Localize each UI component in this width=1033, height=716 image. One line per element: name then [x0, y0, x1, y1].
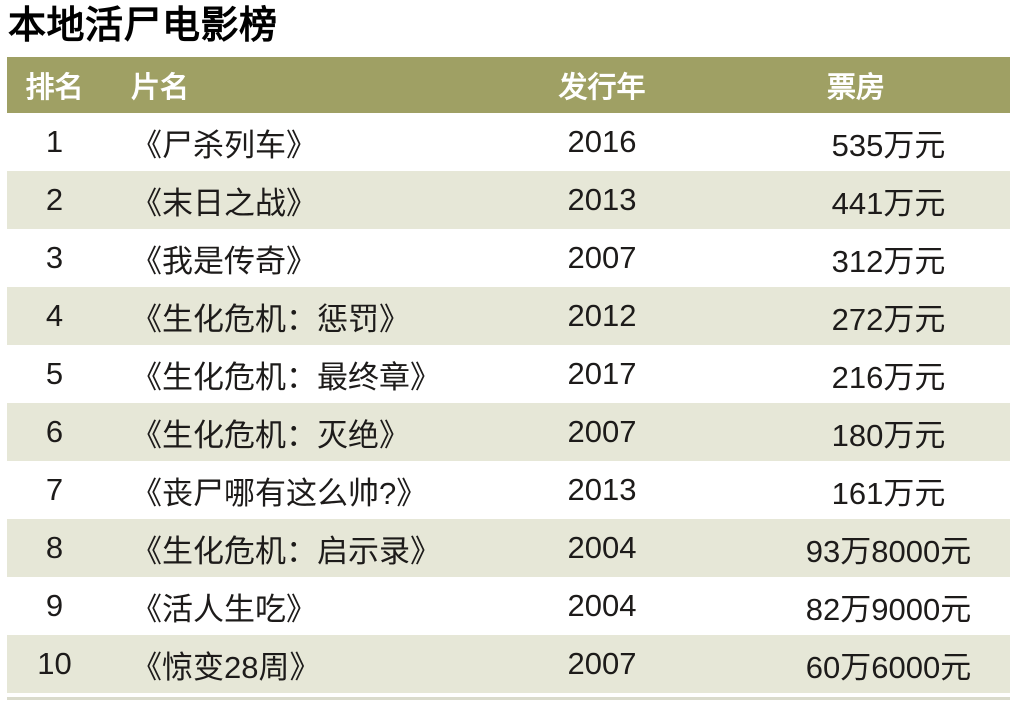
- cell-rank: 5: [45, 356, 64, 391]
- cell-title: 《生化危机：最终章》: [131, 359, 441, 395]
- cell-box_office: 216万元: [831, 359, 946, 395]
- table-row: 5 《生化危机：最终章》 2017 216万元: [7, 345, 1010, 403]
- cell-year: 2007: [567, 240, 637, 275]
- table-row: 6 《生化危机：灭绝》 2007 180万元: [7, 403, 1010, 461]
- cell-rank: 6: [45, 414, 64, 449]
- cell-rank: 8: [45, 530, 64, 565]
- table-row: 10 《惊变28周》 2007 60万6000元: [7, 635, 1010, 693]
- table-row: 8 《生化危机：启示录》 2004 93万8000元: [7, 519, 1010, 577]
- cell-year: 2013: [567, 182, 637, 217]
- cell-title: 《末日之战》: [131, 185, 317, 221]
- cell-rank: 3: [45, 240, 64, 275]
- cell-year: 2013: [567, 472, 637, 507]
- cell-rank: 4: [45, 298, 64, 333]
- cell-box_office: 441万元: [831, 185, 946, 221]
- table-row: 1 《尸杀列车》 2016 535万元: [7, 113, 1010, 171]
- table-bottom-rule: [7, 697, 1010, 700]
- cell-rank: 10: [37, 646, 72, 681]
- cell-year: 2004: [567, 588, 637, 623]
- cell-box_office: 82万9000元: [805, 591, 972, 627]
- cell-box_office: 60万6000元: [805, 649, 972, 685]
- cell-box_office: 312万元: [831, 243, 946, 279]
- cell-year: 2007: [567, 646, 637, 681]
- zombie-movie-table: 排名 片名 发行年 票房 1 《尸杀列车》 2016 535万元 2 《末日之战》 2013 441…: [7, 57, 1010, 700]
- table-header-row: 排名 片名 发行年 票房: [7, 57, 1010, 113]
- cell-year: 2017: [567, 356, 637, 391]
- table-row: 7 《丧尸哪有这么帅?》 2013 161万元: [7, 461, 1010, 519]
- column-header-box_office: 票房: [826, 72, 885, 104]
- cell-title: 《丧尸哪有这么帅?》: [131, 475, 428, 511]
- table-row: 3 《我是传奇》 2007 312万元: [7, 229, 1010, 287]
- cell-box_office: 535万元: [831, 127, 946, 163]
- cell-rank: 7: [45, 472, 64, 507]
- cell-title: 《我是传奇》: [131, 243, 317, 279]
- cell-year: 2007: [567, 414, 637, 449]
- cell-year: 2016: [567, 124, 637, 159]
- cell-title: 《惊变28周》: [131, 649, 321, 685]
- cell-title: 《活人生吃》: [131, 591, 317, 627]
- cell-box_office: 161万元: [831, 475, 946, 511]
- cell-year: 2004: [567, 530, 637, 565]
- column-header-year: 发行年: [558, 72, 646, 104]
- table-row: 2 《末日之战》 2013 441万元: [7, 171, 1010, 229]
- table-row: 4 《生化危机：惩罚》 2012 272万元: [7, 287, 1010, 345]
- table-row: 9 《活人生吃》 2004 82万9000元: [7, 577, 1010, 635]
- cell-year: 2012: [567, 298, 637, 333]
- cell-rank: 9: [45, 588, 64, 623]
- cell-title: 《生化危机：惩罚》: [131, 301, 410, 337]
- cell-box_office: 272万元: [831, 301, 946, 337]
- cell-rank: 2: [45, 182, 64, 217]
- page-title: 本地活尸电影榜: [8, 5, 278, 47]
- cell-box_office: 93万8000元: [805, 533, 972, 569]
- cell-title: 《生化危机：启示录》: [131, 533, 441, 569]
- cell-title: 《尸杀列车》: [131, 127, 317, 163]
- cell-title: 《生化危机：灭绝》: [131, 417, 410, 453]
- table-body: 1 《尸杀列车》 2016 535万元 2 《末日之战》 2013 441万元 3 《我是传奇》 2…: [7, 113, 1010, 693]
- cell-rank: 1: [45, 124, 64, 159]
- cell-box_office: 180万元: [831, 417, 946, 453]
- column-header-title: 片名: [131, 72, 190, 104]
- column-header-rank: 排名: [25, 72, 84, 104]
